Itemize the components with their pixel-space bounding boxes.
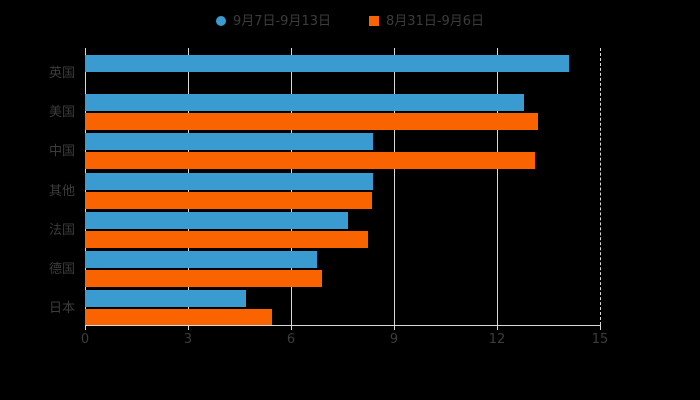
bar-美国-series-0[interactable] (85, 94, 525, 112)
y-axis: 英国美国中国其他法国德国日本 (0, 48, 75, 325)
legend-label-series-1: 8月31日-9月6日 (386, 13, 485, 29)
bar-中国-series-0[interactable] (85, 133, 374, 151)
x-axis: 0 3 6 9 12 15 (0, 325, 700, 355)
bar-其他-series-1[interactable] (85, 191, 372, 209)
legend-label-series-0: 9月7日-9月13日 (232, 13, 331, 29)
y-axis-label-日本: 日本 (48, 301, 75, 317)
bar-group (85, 211, 600, 248)
bar-group (85, 133, 600, 170)
gridline-x-15 (600, 48, 601, 325)
bar-德国-series-1[interactable] (85, 270, 322, 287)
x-axis-label-9: 9 (389, 332, 399, 347)
bar-group (85, 94, 600, 131)
x-axis-label-0: 0 (80, 332, 90, 347)
bar-英国-series-0[interactable] (85, 55, 570, 72)
x-axis-tick-12 (497, 325, 498, 330)
legend-swatch-square-icon (369, 16, 379, 26)
legend-item-series-0[interactable]: 9月7日-9月13日 (215, 13, 331, 29)
bar-group (85, 55, 600, 91)
bar-法国-series-1[interactable] (85, 230, 369, 248)
x-axis-tick-15 (600, 325, 601, 330)
x-axis-tick-3 (188, 325, 189, 330)
x-axis-tick-6 (291, 325, 292, 330)
x-axis-line (85, 325, 601, 326)
bar-日本-series-1[interactable] (85, 309, 273, 327)
legend-swatch-circle-icon (215, 16, 226, 26)
y-axis-label-德国: 德国 (48, 262, 75, 277)
x-axis-label-15: 15 (591, 332, 609, 347)
plot-area (85, 48, 601, 327)
x-axis-tick-0 (85, 325, 86, 330)
y-axis-label-法国: 法国 (48, 222, 75, 238)
y-axis-label-其他: 其他 (48, 183, 75, 199)
gridline-x-9 (394, 48, 395, 325)
x-axis-label-12: 12 (488, 332, 506, 347)
y-axis-label-美国: 美国 (48, 105, 75, 121)
bar-group (85, 251, 600, 287)
bar-其他-series-0[interactable] (85, 172, 374, 190)
x-axis-label-6: 6 (286, 332, 296, 347)
x-axis-tick-9 (394, 325, 395, 330)
bar-中国-series-1[interactable] (85, 152, 535, 170)
bar-德国-series-0[interactable] (85, 251, 317, 268)
gridline-x-12 (497, 48, 498, 325)
bar-group (85, 290, 600, 327)
x-axis-label-3: 3 (183, 332, 193, 347)
chart-legend: 9月7日-9月13日 8月31日-9月6日 (0, 8, 700, 34)
bar-group (85, 172, 600, 209)
bar-日本-series-0[interactable] (85, 290, 247, 308)
legend-item-series-1[interactable]: 8月31日-9月6日 (369, 15, 484, 28)
y-axis-label-中国: 中国 (48, 144, 75, 160)
bar-法国-series-0[interactable] (85, 211, 348, 229)
bar-美国-series-1[interactable] (85, 113, 539, 131)
y-axis-label-英国: 英国 (48, 66, 75, 81)
